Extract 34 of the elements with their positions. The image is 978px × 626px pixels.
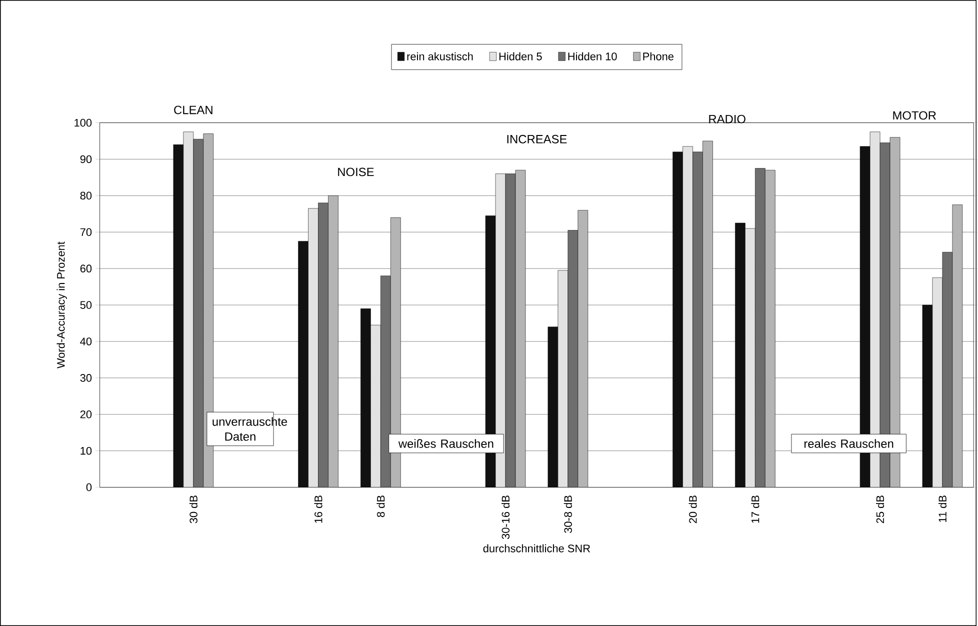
y-tick-label: 70 xyxy=(80,228,92,236)
text: CLEAN xyxy=(174,106,212,114)
x-tick-label: 20 dB xyxy=(688,496,697,524)
text: MOTOR xyxy=(893,111,936,120)
y-tick-label: 80 xyxy=(80,192,92,200)
x-tick-label: 30-8 dB xyxy=(564,496,572,533)
x-axis-title: durchschnittliche SNR xyxy=(483,544,590,552)
legend-label: rein akustisch xyxy=(407,52,473,60)
y-tick-label: 50 xyxy=(80,301,92,309)
y-axis-title: Word-Accuracy in Prozent xyxy=(56,242,67,368)
annotation: weißes Rauschen xyxy=(398,439,494,448)
y-tick-label: 40 xyxy=(80,338,92,346)
legend-label: Hidden 10 xyxy=(568,52,617,60)
x-tick-label: 11 dB xyxy=(938,496,946,522)
y-tick-label: 20 xyxy=(80,410,92,418)
y-tick-label: 100 xyxy=(74,118,92,127)
x-tick-label: 8 dB xyxy=(376,496,385,518)
annotation: RADIO xyxy=(709,114,746,124)
annotation: INCREASE xyxy=(507,134,567,144)
x-tick-label: 30-16 dB xyxy=(501,496,510,540)
x-tick-label: 16 dB xyxy=(314,496,322,523)
annotation: reales Rauschen xyxy=(804,439,894,448)
legend-label: Phone xyxy=(643,52,674,60)
x-tick-label: 25 dB xyxy=(876,496,884,524)
y-tick-label: 10 xyxy=(80,446,92,455)
y-tick-label: 30 xyxy=(80,374,92,382)
legend-label: Hidden 5 xyxy=(499,52,542,60)
y-tick-label: 60 xyxy=(80,264,92,272)
y-tick-label: 0 xyxy=(86,483,92,492)
x-tick-label: 17 dB xyxy=(751,496,760,523)
y-tick-label: 90 xyxy=(80,155,92,164)
x-tick-label: 30 dB xyxy=(189,496,198,524)
annotation: unverrauschte Daten xyxy=(212,417,288,441)
annotation: NOISE xyxy=(338,168,374,176)
